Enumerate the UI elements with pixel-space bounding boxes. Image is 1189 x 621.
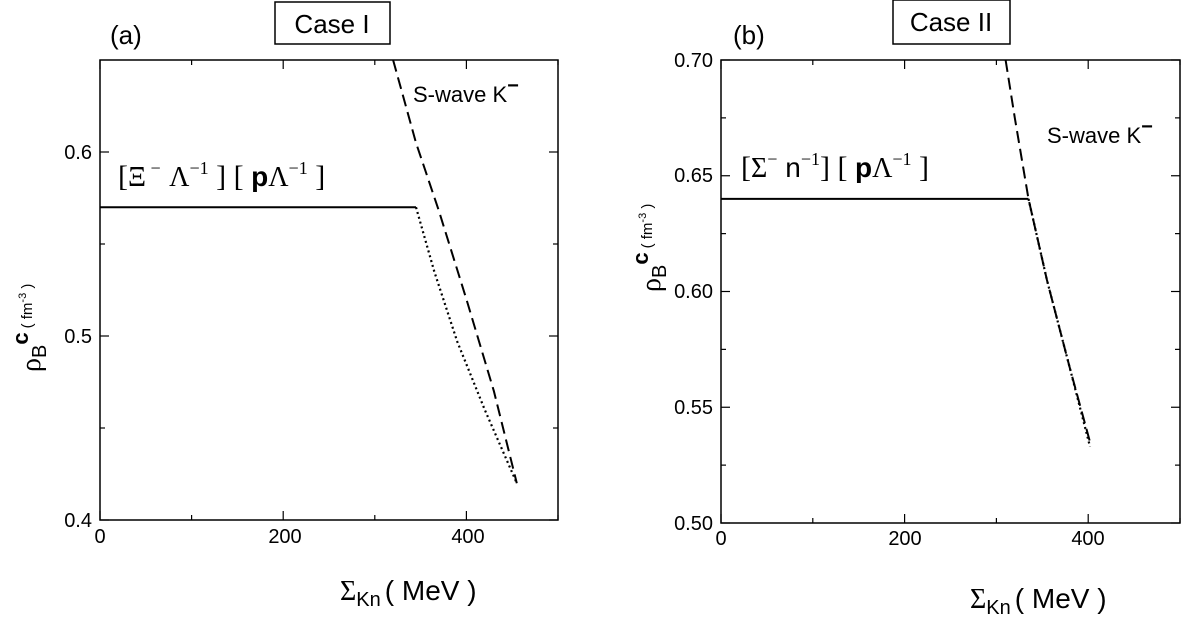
y-tick-label: 0.55 (674, 397, 713, 419)
panel-label-a: (a) (110, 20, 142, 50)
x-tick-label: 200 (888, 528, 921, 550)
ticks-a (99, 60, 559, 521)
x-tick-label: 200 (268, 526, 301, 548)
y-axis-label-a: ρBc( fm-3 ) (8, 284, 51, 372)
x-tick-label: 400 (1071, 528, 1104, 550)
y-tick-label: 0.65 (674, 165, 713, 187)
case-box-b (892, 0, 1011, 45)
series-dashed-line (392, 59, 518, 484)
x-tick-label: 0 (715, 528, 726, 550)
x-axis-label-b: ΣKn( MeV ) (970, 583, 1107, 619)
panel-b: (b) Case II 0.50 0.55 0.60 0.65 0.70 0 2… (628, 0, 1181, 619)
panel-label-b: (b) (733, 20, 765, 50)
case-label-b: Case II (910, 7, 992, 37)
y-tick-label: 0.5 (64, 326, 92, 348)
y-tick-label: 0.50 (674, 513, 713, 535)
sigma-symbol: Σ (340, 576, 356, 607)
x-tick-label: 400 (451, 526, 484, 548)
panel-a: (a) Case I 0.4 0.5 0.6 0 200 400 ΣKn( Me… (8, 1, 559, 611)
y-tick-label: 0.6 (64, 142, 92, 164)
unit-mev: ( MeV ) (385, 575, 477, 606)
series-dashed-line (1004, 59, 1091, 443)
y-tick-label: 0.70 (674, 50, 713, 72)
lines-a (100, 59, 518, 484)
case-label-a: Case I (294, 9, 369, 39)
svg-text:ρBc( fm-3 ): ρBc( fm-3 ) (628, 204, 671, 292)
sub-kn: Kn (356, 589, 380, 611)
annotation-xi-lambda-p: [Ξ − Λ−1 ] [ pΛ−1 ] (118, 158, 325, 193)
annotation-s-wave-kaon-b: S-wave K− (1047, 116, 1153, 148)
x-tick-label: 0 (94, 526, 105, 548)
annotation-sigma-n-p: [Σ− n−1] [ pΛ−1 ] (741, 149, 929, 184)
y-tick-label: 0.4 (64, 510, 92, 532)
case-box-a (274, 1, 391, 45)
y-tick-label: 0.60 (674, 281, 713, 303)
series-dotted-line (1027, 198, 1092, 447)
series-dotted-line (414, 206, 518, 484)
plot-frame-a (99, 59, 559, 521)
lines-b (721, 59, 1092, 447)
y-axis-label-b: ρBc( fm-3 ) (628, 204, 671, 292)
ticks-b (720, 59, 1181, 524)
annotation-s-wave-kaon-a: S-wave K− (413, 75, 519, 107)
svg-text:ρBc( fm-3 ): ρBc( fm-3 ) (8, 284, 51, 372)
x-axis-label-a: ΣKn( MeV ) (340, 575, 477, 611)
